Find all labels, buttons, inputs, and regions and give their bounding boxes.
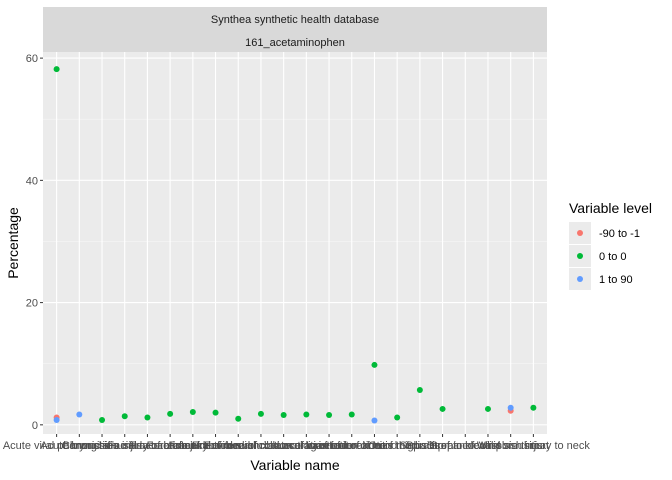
data-point — [394, 414, 401, 421]
x-tick-label: Whiplash injury to neck — [477, 440, 591, 452]
legend-title: Variable level — [569, 200, 652, 216]
x-tick-label: Acute viral pharyngitis — [3, 440, 111, 452]
x-tick-label: Facial laceration — [107, 440, 187, 452]
legend: Variable level -90 to -1 0 to 0 1 to 90 — [569, 200, 652, 290]
y-axis-title: Percentage — [5, 207, 21, 279]
data-point — [348, 411, 355, 418]
x-tick-label: Concussion injury of brain — [61, 440, 188, 452]
data-point — [76, 411, 83, 418]
x-tick-label: Sinusitis — [399, 440, 440, 452]
data-point — [507, 404, 514, 411]
major-gridlines — [43, 52, 547, 434]
y-tick-label: 60 — [26, 53, 38, 65]
data-point — [235, 415, 242, 422]
data-point — [53, 66, 60, 73]
data-point — [212, 409, 219, 416]
x-tick-label: Acute bronchitis — [40, 440, 119, 452]
facet-strip-subtitle: 161_acetaminophen — [245, 37, 345, 49]
x-tick-label: Fracture of forearm — [168, 440, 262, 452]
x-tick-label: Chronic sinusitis — [62, 440, 143, 452]
x-tick-label: Laceration of hand — [306, 440, 397, 452]
data-point — [371, 361, 378, 368]
y-tick-label: 0 — [32, 420, 38, 432]
data-point — [189, 408, 196, 415]
data-point — [121, 413, 128, 420]
x-tick-label: Injury of medial collateral ligament of … — [181, 440, 386, 452]
x-tick-label: Viral sinusitis — [479, 440, 543, 452]
x-tick-label: Fracture of rib — [204, 440, 272, 452]
data-point — [416, 386, 423, 393]
data-point — [99, 416, 106, 423]
x-tick-label: Laceration of foot — [264, 440, 349, 452]
x-tick-label: Streptococcal sore throat — [427, 440, 549, 452]
legend-label: 0 to 0 — [599, 251, 627, 263]
x-tick-label: Laceration of forearm — [277, 440, 382, 452]
legend-key-dot — [577, 230, 583, 236]
legend-key-dot — [577, 253, 583, 259]
data-point — [371, 417, 378, 424]
data-points — [53, 66, 537, 424]
data-point — [257, 410, 264, 417]
x-tick-label: Fracture of clavicle — [147, 440, 239, 452]
legend-label: -90 to -1 — [599, 228, 640, 240]
data-point — [167, 410, 174, 417]
data-point — [53, 416, 60, 423]
x-tick-label: Sprain of ankle — [406, 440, 479, 452]
data-point — [280, 412, 287, 419]
minor-gridlines — [43, 118, 547, 365]
x-tick-label: Laceration of thigh — [329, 440, 420, 452]
data-point — [326, 412, 333, 419]
data-point — [144, 414, 151, 421]
data-point — [303, 411, 310, 418]
x-tick-label: Fracture of ankle — [129, 440, 212, 452]
x-tick-label: Fracture subluxation of wrist — [192, 440, 330, 452]
legend-label: 1 to 90 — [599, 274, 633, 286]
legend-key-dot — [577, 276, 583, 282]
plot-panel — [43, 52, 547, 434]
data-point — [530, 404, 537, 411]
x-tick-label: Sprain of wrist — [430, 440, 500, 452]
y-axis: 0 20 40 60 — [26, 53, 43, 432]
data-point — [439, 405, 446, 412]
facet-strip — [43, 7, 547, 52]
y-tick-label: 40 — [26, 175, 38, 187]
y-tick-label: 20 — [26, 298, 38, 310]
legend-items: -90 to -1 0 to 0 1 to 90 — [569, 222, 640, 290]
x-axis-title: Variable name — [250, 457, 339, 473]
data-point — [484, 405, 491, 412]
x-tick-label: Otitis media — [368, 440, 427, 452]
facet-strip-title: Synthea synthetic health database — [211, 14, 379, 26]
